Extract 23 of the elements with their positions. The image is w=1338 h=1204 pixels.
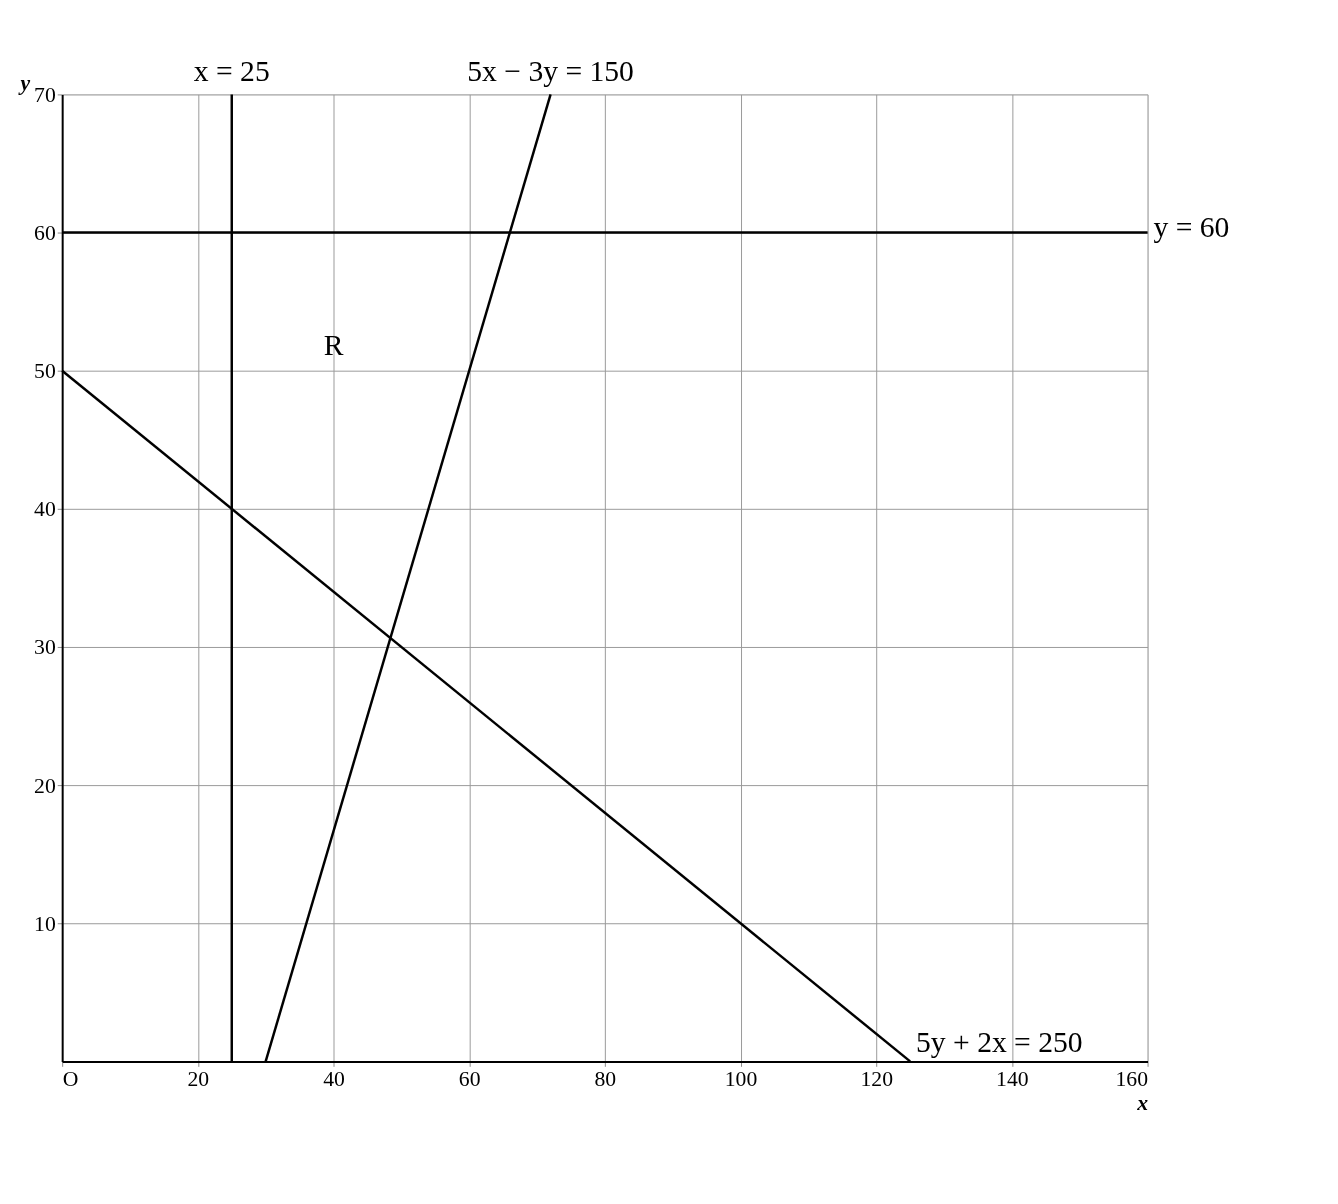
y-tick-label: 60 [34, 220, 56, 245]
y-tick-label: 50 [34, 359, 56, 384]
x-tick-label: 160 [1115, 1066, 1149, 1091]
annotation: x = 25 [193, 54, 270, 87]
annotation: 5x − 3y = 150 [467, 54, 634, 87]
x-tick-label: 20 [187, 1066, 210, 1091]
y-axis-title: y [17, 70, 31, 95]
x-tick-label: 60 [458, 1066, 481, 1091]
x-tick-label: 140 [996, 1066, 1029, 1091]
annotation: 5y + 2x = 250 [916, 1025, 1083, 1058]
y-tick-label: 10 [34, 911, 56, 936]
x-tick-label: 40 [323, 1066, 346, 1091]
x-axis-title: x [1136, 1091, 1149, 1116]
x-tick-label: 100 [724, 1066, 758, 1091]
y-tick-label: 30 [34, 635, 56, 660]
x-tick-label: O [62, 1066, 79, 1091]
x-tick-label: 120 [860, 1066, 894, 1091]
x-tick-label: 80 [594, 1066, 617, 1091]
y-tick-label: 40 [34, 497, 56, 522]
y-tick-label: 20 [34, 773, 56, 798]
annotation: R [323, 328, 344, 361]
y-tick-label: 70 [34, 82, 56, 107]
annotation: y = 60 [1153, 211, 1230, 244]
